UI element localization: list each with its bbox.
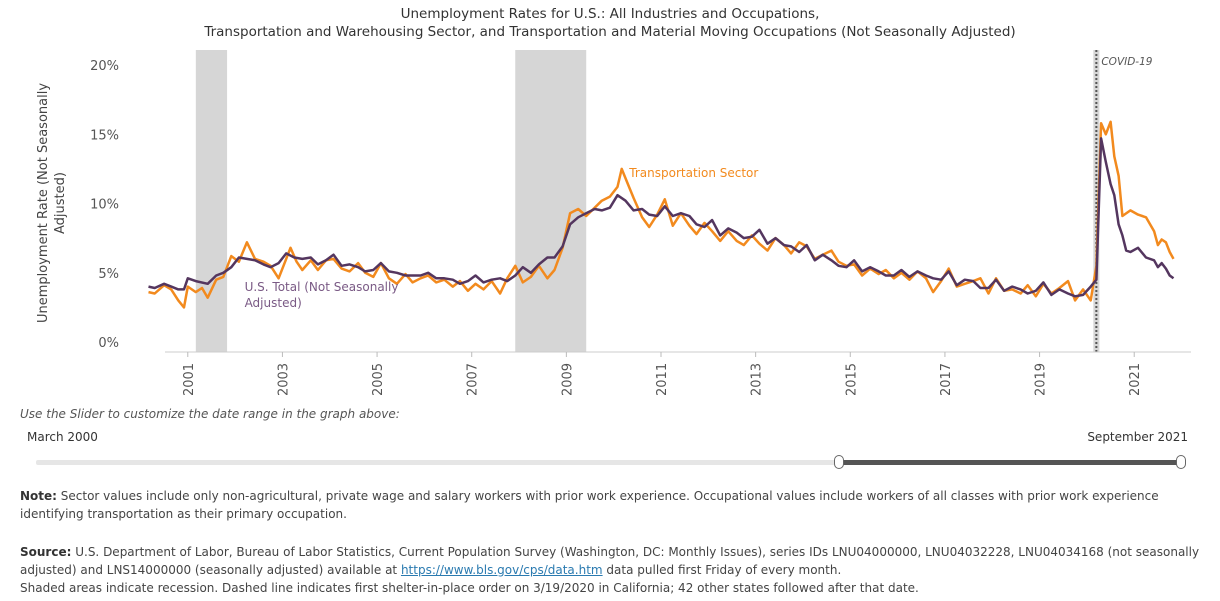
x-tick-label: 2003 (276, 363, 291, 396)
recession-band (515, 50, 587, 352)
covid-band (1093, 50, 1100, 352)
us-total-series-label: U.S. Total (Not Seasonally Adjusted) (245, 280, 399, 310)
y-axis-label: Unemployment Rate (Not Seasonally Adjuste… (36, 83, 68, 323)
chart-title-line-2: Transportation and Warehousing Sector, a… (204, 24, 1016, 40)
recession-band (195, 50, 228, 352)
us-total-line (148, 137, 1175, 298)
x-tick-label: 2001 (182, 363, 197, 396)
slider-start-label: March 2000 (27, 430, 98, 444)
x-tick-label: 2017 (939, 363, 954, 396)
note-label: Note: (20, 489, 57, 503)
x-tick-label: 2011 (655, 363, 670, 396)
y-tick-label: 20% (90, 59, 119, 74)
source-label: Source: (20, 545, 72, 559)
chart-title-line-1: Unemployment Rates for U.S.: All Industr… (400, 6, 820, 22)
source-link[interactable]: https://www.bls.gov/cps/data.htm (400, 563, 603, 577)
y-tick-label: 5% (98, 267, 119, 282)
covid-label: COVID-19 (1101, 56, 1152, 68)
source-text: Source: U.S. Department of Labor, Bureau… (20, 543, 1200, 597)
note-body: Sector values include only non-agricultu… (20, 489, 1159, 521)
date-range-slider[interactable] (36, 455, 1186, 469)
line-chart: COVID-19 0% 5% 10% 15% 20% 2001 2003 2005 2007 200… (36, 50, 1191, 396)
slider-end-handle[interactable] (1176, 455, 1186, 469)
x-tick-label: 2013 (750, 363, 765, 396)
source-body: U.S. Department of Labor, Bureau of Labo… (20, 545, 1200, 577)
slider-end-label: September 2021 (1087, 430, 1188, 444)
note-text: Note: Sector values include only non-agr… (20, 487, 1200, 523)
x-tick-label: 2019 (1034, 363, 1049, 396)
transportation-series-label: Transportation Sector (628, 166, 758, 180)
y-tick-label: 15% (90, 128, 119, 143)
x-tick-label: 2021 (1128, 363, 1143, 396)
slider-selected-range (841, 460, 1178, 465)
y-tick-label: 0% (98, 336, 119, 351)
x-tick-label: 2005 (371, 363, 386, 396)
slider-start-handle[interactable] (834, 455, 844, 469)
shade-note: Shaded areas indicate recession. Dashed … (20, 581, 919, 595)
x-tick-label: 2015 (844, 363, 859, 396)
slider-track[interactable] (36, 460, 1184, 465)
source-tail: data pulled first Friday of every month. (602, 563, 842, 577)
x-tick-label: 2007 (466, 363, 481, 396)
x-tick-label: 2009 (560, 363, 575, 396)
slider-hint: Use the Slider to customize the date ran… (20, 407, 400, 421)
y-tick-label: 10% (90, 198, 119, 213)
